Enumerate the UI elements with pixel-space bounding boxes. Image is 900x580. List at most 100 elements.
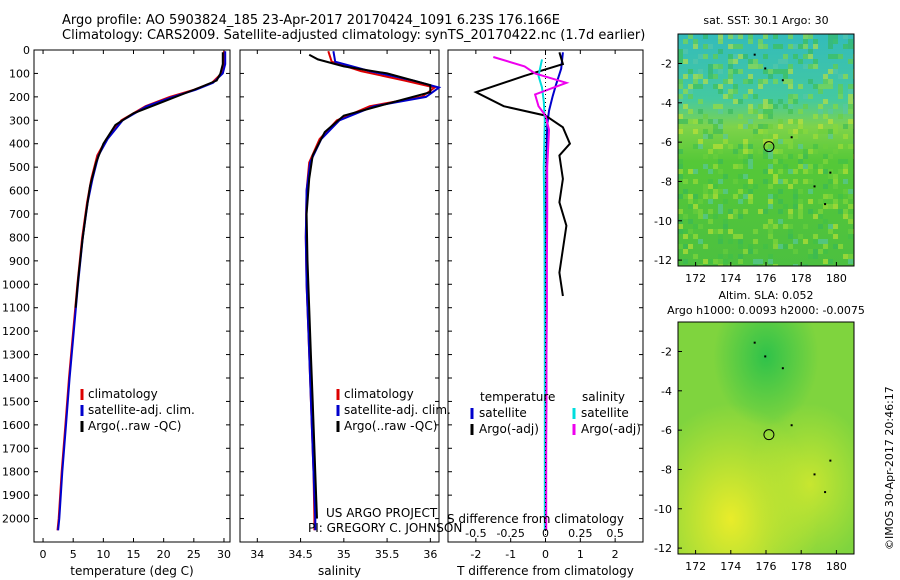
sst-pixel <box>838 84 843 89</box>
sst-pixel <box>788 79 793 84</box>
sst-pixel <box>788 99 793 104</box>
sst-pixel <box>718 149 723 154</box>
sst-pixel <box>773 104 778 109</box>
s-axis-label: S difference from climatology <box>447 512 624 526</box>
sst-pixel <box>803 164 808 169</box>
sst-pixel <box>678 229 683 234</box>
sst-pixel <box>738 174 743 179</box>
sst-pixel <box>693 234 698 239</box>
island-speck <box>764 355 767 358</box>
sst-pixel <box>763 144 768 149</box>
sst-pixel <box>813 144 818 149</box>
sst-pixel <box>698 99 703 104</box>
sst-pixel <box>848 219 853 224</box>
sst-pixel <box>678 54 683 59</box>
sst-pixel <box>833 129 838 134</box>
profile-panel-2: 34 34.5 35 35.5 36 salinity climatology satelli… <box>239 49 462 578</box>
sst-pixel <box>768 204 773 209</box>
sst-pixel <box>728 59 733 64</box>
sst-pixel <box>793 249 798 254</box>
sst-pixel <box>683 214 688 219</box>
sst-pixel <box>833 64 838 69</box>
sst-pixel <box>698 74 703 79</box>
sst-pixel <box>733 69 738 74</box>
sst-pixel <box>683 104 688 109</box>
sst-pixel <box>773 149 778 154</box>
plot-frame <box>239 49 440 543</box>
sst-pixel <box>813 214 818 219</box>
sst-pixel <box>683 249 688 254</box>
sst-pixel <box>823 159 828 164</box>
x-tick-label: 5 <box>70 548 77 561</box>
sst-pixel <box>688 194 693 199</box>
sst-pixel <box>718 89 723 94</box>
sst-pixel <box>728 144 733 149</box>
sst-pixel <box>798 204 803 209</box>
sst-pixel <box>738 144 743 149</box>
sst-pixel <box>738 99 743 104</box>
sst-pixel <box>808 79 813 84</box>
sst-pixel <box>833 149 838 154</box>
sst-pixel <box>843 144 848 149</box>
series-line <box>304 51 442 531</box>
sst-pixel <box>723 79 728 84</box>
map-field <box>678 322 854 554</box>
sst-pixel <box>698 54 703 59</box>
sst-pixel <box>768 224 773 229</box>
sst-pixel <box>823 84 828 89</box>
sst-pixel <box>728 64 733 69</box>
sst-pixel <box>728 239 733 244</box>
sst-pixel <box>783 79 788 84</box>
sst-pixel <box>823 194 828 199</box>
sst-pixel <box>688 169 693 174</box>
sst-pixel <box>678 194 683 199</box>
sst-pixel <box>763 114 768 119</box>
sst-pixel <box>778 44 783 49</box>
sst-pixel <box>773 64 778 69</box>
sst-pixel <box>698 69 703 74</box>
sst-pixel <box>678 169 683 174</box>
sst-pixel <box>818 239 823 244</box>
sst-pixel <box>763 109 768 114</box>
series-line <box>304 50 438 531</box>
sst-pixel <box>783 104 788 109</box>
map-field <box>678 34 854 266</box>
sst-pixel <box>838 94 843 99</box>
sst-pixel <box>758 129 763 134</box>
sst-pixel <box>738 54 743 59</box>
sst-pixel <box>688 244 693 249</box>
sst-pixel <box>808 94 813 99</box>
sst-pixel <box>718 144 723 149</box>
sst-pixel <box>748 79 753 84</box>
sst-pixel <box>848 44 853 49</box>
sst-pixel <box>698 209 703 214</box>
sst-pixel <box>718 124 723 129</box>
sst-pixel <box>743 184 748 189</box>
sst-pixel <box>813 249 818 254</box>
sst-pixel <box>758 44 763 49</box>
sst-pixel <box>703 34 708 39</box>
sst-pixel <box>753 184 758 189</box>
sst-pixel <box>838 74 843 79</box>
sst-pixel <box>763 169 768 174</box>
sst-pixel <box>688 229 693 234</box>
sst-pixel <box>683 59 688 64</box>
sst-pixel <box>788 229 793 234</box>
sst-pixel <box>808 199 813 204</box>
sst-pixel <box>728 254 733 259</box>
sst-pixel <box>803 94 808 99</box>
sst-pixel <box>773 179 778 184</box>
sst-pixel <box>763 244 768 249</box>
sst-pixel <box>793 199 798 204</box>
sst-pixel <box>793 44 798 49</box>
sst-pixel <box>763 54 768 59</box>
sst-pixel <box>763 154 768 159</box>
sst-pixel <box>778 149 783 154</box>
lat-tick-label: -8 <box>661 175 672 188</box>
sst-pixel <box>713 259 718 264</box>
sst-pixel <box>833 224 838 229</box>
sst-pixel <box>838 144 843 149</box>
sst-pixel <box>803 264 808 266</box>
sst-pixel <box>698 109 703 114</box>
sst-pixel <box>713 119 718 124</box>
